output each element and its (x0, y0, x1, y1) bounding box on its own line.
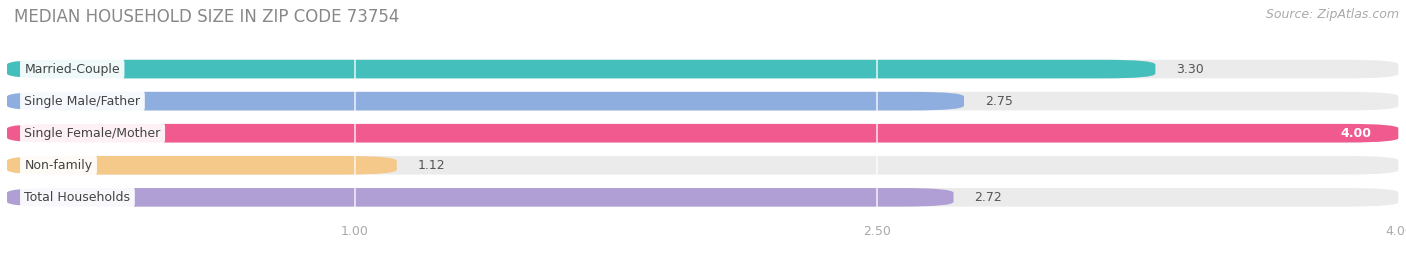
FancyBboxPatch shape (7, 92, 1399, 110)
Text: 4.00: 4.00 (1340, 127, 1371, 140)
Text: Single Male/Father: Single Male/Father (24, 95, 141, 108)
FancyBboxPatch shape (7, 188, 1399, 207)
FancyBboxPatch shape (7, 60, 1156, 78)
FancyBboxPatch shape (7, 156, 396, 174)
Text: Total Households: Total Households (24, 191, 131, 204)
Text: 1.12: 1.12 (418, 159, 446, 172)
FancyBboxPatch shape (7, 124, 1399, 143)
Text: 3.30: 3.30 (1177, 63, 1204, 76)
FancyBboxPatch shape (7, 188, 953, 207)
FancyBboxPatch shape (7, 60, 1399, 78)
Text: 2.75: 2.75 (984, 95, 1012, 108)
FancyBboxPatch shape (7, 124, 1399, 143)
FancyBboxPatch shape (7, 156, 1399, 174)
Text: Married-Couple: Married-Couple (24, 63, 120, 76)
Text: MEDIAN HOUSEHOLD SIZE IN ZIP CODE 73754: MEDIAN HOUSEHOLD SIZE IN ZIP CODE 73754 (14, 8, 399, 26)
Text: Single Female/Mother: Single Female/Mother (24, 127, 160, 140)
Text: Source: ZipAtlas.com: Source: ZipAtlas.com (1265, 8, 1399, 21)
Text: Non-family: Non-family (24, 159, 93, 172)
Text: 2.72: 2.72 (974, 191, 1002, 204)
FancyBboxPatch shape (7, 92, 965, 110)
